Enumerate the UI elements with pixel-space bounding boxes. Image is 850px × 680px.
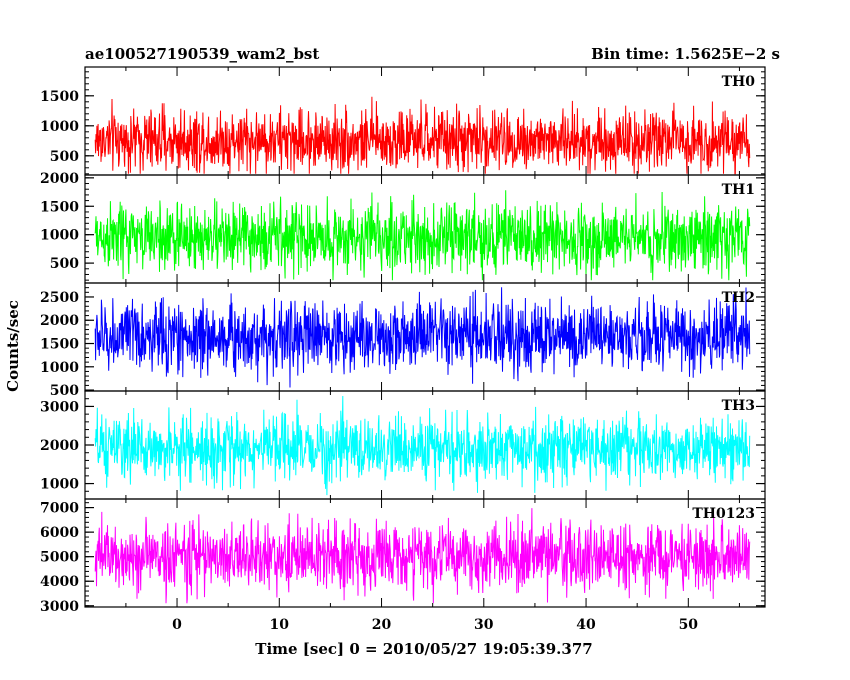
- y-tick-label: 5000: [40, 550, 79, 566]
- series-line-th0123: [94, 508, 751, 604]
- series-line-th0: [94, 96, 751, 175]
- chart-title: ae100527190539_wam2_bst: [85, 45, 319, 63]
- x-tick-label: 30: [474, 617, 494, 633]
- y-tick-label: 2000: [40, 438, 79, 454]
- y-tick-label: 1500: [40, 89, 79, 105]
- y-tick-label: 2000: [40, 313, 79, 329]
- x-tick-label: 50: [679, 617, 699, 633]
- panel-th3: 1000 2000 3000 TH3: [40, 390, 766, 500]
- y-tick-label: 500: [50, 256, 79, 272]
- y-tick-label: 1500: [40, 337, 79, 353]
- x-tick-label: 0: [172, 617, 182, 633]
- y-tick-label: 500: [50, 383, 79, 399]
- y-tick-label: 3000: [40, 399, 79, 415]
- y-tick-label: 1000: [40, 228, 79, 244]
- panel-th2: 500 1000 1500 2000 2500 TH2: [40, 282, 766, 399]
- panel-label-th1: TH1: [722, 182, 755, 198]
- y-tick-label: 2500: [40, 290, 79, 306]
- panel-th0: 500 1000 1500 TH0: [40, 66, 766, 176]
- panel-th0123: 3000 4000 5000 6000 7000 TH0123: [40, 498, 766, 615]
- y-tick-label: 7000: [40, 501, 79, 517]
- series-line-th3: [94, 395, 751, 496]
- y-tick-label: 4000: [40, 574, 79, 590]
- series-line-th2: [94, 287, 751, 388]
- x-tick-label: 10: [270, 617, 290, 633]
- panel-label-th0: TH0: [722, 74, 756, 90]
- y-tick-label: 500: [50, 149, 79, 165]
- y-tick-label: 2000: [40, 171, 79, 187]
- x-tick-label: 20: [372, 617, 392, 633]
- y-tick-label: 1000: [40, 360, 79, 376]
- panel-th1: 500 1000 1500 2000 TH1: [40, 171, 766, 284]
- panel-label-th3: TH3: [722, 398, 755, 414]
- y-tick-label: 1000: [40, 477, 79, 493]
- bin-time-label: Bin time: 1.5625E−2 s: [591, 45, 780, 63]
- y-tick-label: 6000: [40, 525, 79, 541]
- series-line-th1: [94, 190, 751, 281]
- y-tick-label: 1500: [40, 199, 79, 215]
- y-tick-label: 3000: [40, 599, 79, 615]
- x-tick-label: 40: [576, 617, 596, 633]
- y-tick-label: 1000: [40, 119, 79, 135]
- y-axis-label: Counts/sec: [4, 300, 22, 392]
- panel-frame: [84, 498, 766, 608]
- x-axis-label: Time [sec] 0 = 2010/05/27 19:05:39.377: [255, 640, 592, 658]
- panel-label-th0123: TH0123: [692, 506, 755, 522]
- panel-label-th2: TH2: [722, 290, 755, 306]
